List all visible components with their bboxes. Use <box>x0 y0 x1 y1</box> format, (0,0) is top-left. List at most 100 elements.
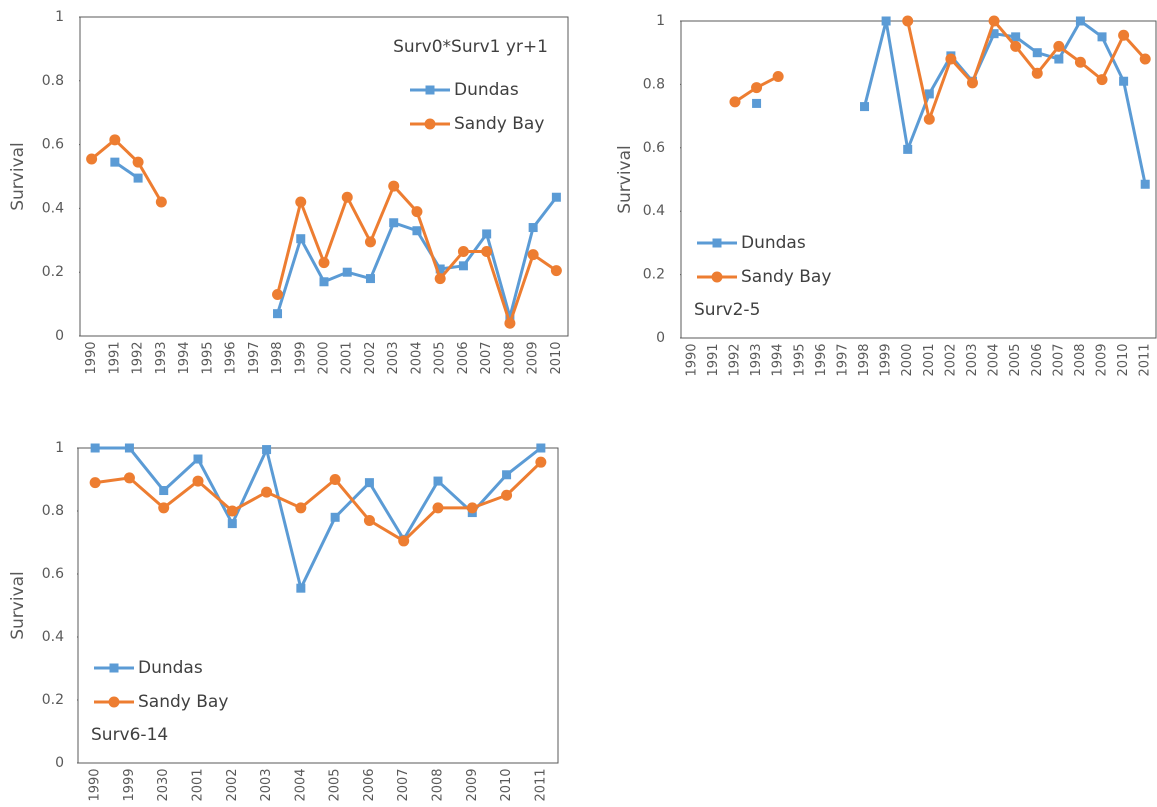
y-tick-label: 0.8 <box>42 73 64 89</box>
marker <box>711 271 723 283</box>
x-tick-label: 2000 <box>900 343 915 376</box>
marker <box>989 29 999 39</box>
x-tick-label: 1998 <box>857 343 872 376</box>
marker <box>272 289 284 301</box>
marker <box>425 85 435 95</box>
x-tick-label: 2005 <box>328 768 343 801</box>
x-tick-label: 2006 <box>456 341 471 374</box>
legend-label: Sandy Bay <box>138 692 228 712</box>
marker <box>1074 56 1086 68</box>
x-tick-label: 2002 <box>363 341 378 374</box>
marker <box>398 535 410 547</box>
x-tick-label: 2003 <box>386 341 401 374</box>
marker <box>945 53 957 65</box>
y-tick-label: 0.6 <box>643 140 665 156</box>
y-tick-label: 0.4 <box>643 203 665 219</box>
marker <box>535 456 547 468</box>
marker <box>158 502 170 514</box>
marker <box>273 309 283 319</box>
chart-title: Surv2-5 <box>694 300 760 320</box>
marker <box>389 218 399 228</box>
x-tick-label: 1997 <box>835 343 850 376</box>
marker <box>881 16 891 26</box>
marker <box>1139 53 1151 65</box>
marker <box>1011 32 1021 42</box>
marker <box>262 445 272 455</box>
x-tick-label: 1998 <box>270 341 285 374</box>
x-tick-label: 2004 <box>409 341 424 374</box>
y-tick-label: 0 <box>55 755 64 771</box>
y-axis-label: Survival <box>8 142 28 211</box>
y-axis-label: Survival <box>8 571 28 640</box>
marker <box>155 196 167 208</box>
marker <box>1140 179 1150 189</box>
x-tick-label: 1994 <box>177 341 192 374</box>
x-tick-label: 1997 <box>247 341 262 374</box>
marker <box>458 261 468 271</box>
marker <box>481 245 493 257</box>
x-tick-label: 2008 <box>502 341 517 374</box>
marker <box>90 443 100 453</box>
marker <box>501 489 513 501</box>
x-tick-label: 2002 <box>943 343 958 376</box>
marker <box>550 265 562 277</box>
chart-title: Surv0*Surv1 yr+1 <box>393 37 548 57</box>
x-tick-label: 2001 <box>922 343 937 376</box>
marker <box>227 519 237 529</box>
marker <box>363 514 375 526</box>
marker <box>434 273 446 285</box>
y-tick-label: 0 <box>55 328 64 344</box>
marker <box>318 257 330 269</box>
series-line <box>114 160 558 319</box>
x-tick-label: 2009 <box>526 341 541 374</box>
y-tick-label: 0.6 <box>42 137 64 153</box>
x-tick-label: 2011 <box>1138 343 1153 376</box>
marker <box>1054 54 1064 64</box>
marker <box>966 77 978 89</box>
marker <box>1032 48 1042 58</box>
x-tick-label: 2008 <box>431 768 446 801</box>
x-tick-label: 1994 <box>771 343 786 376</box>
marker <box>364 478 374 488</box>
y-tick-label: 1 <box>55 9 64 25</box>
marker <box>504 317 516 329</box>
y-tick-label: 0.6 <box>42 566 64 582</box>
x-tick-label: 2009 <box>1095 343 1110 376</box>
marker <box>1031 67 1043 79</box>
chart: 0 0.2 0.4 0.6 0.8 1 Survival 1990 1999 2030 2001 20… <box>8 440 559 802</box>
x-tick-label: 1995 <box>200 341 215 374</box>
marker <box>424 118 436 130</box>
marker <box>89 477 101 489</box>
plot-area <box>79 16 569 337</box>
x-tick-label: 1999 <box>122 768 137 801</box>
x-tick-label: 2010 <box>1116 343 1131 376</box>
x-tick-label: 2001 <box>191 768 206 801</box>
x-tick-label: 2005 <box>433 341 448 374</box>
series-line <box>863 19 1147 185</box>
chart-title: Surv6-14 <box>91 725 168 745</box>
marker <box>330 512 340 522</box>
x-tick-label: 1990 <box>684 343 699 376</box>
marker <box>505 312 515 322</box>
marker <box>133 173 143 183</box>
marker <box>296 583 306 593</box>
x-tick-label: 1993 <box>154 341 169 374</box>
marker <box>923 113 935 125</box>
marker <box>329 474 341 485</box>
marker <box>1096 74 1108 86</box>
marker <box>123 472 135 484</box>
x-tick-label: 2007 <box>396 768 411 801</box>
legend-label: Dundas <box>138 658 203 678</box>
series-line <box>94 461 542 543</box>
marker <box>435 264 445 274</box>
y-tick-label: 0.8 <box>643 76 665 92</box>
marker <box>412 226 422 236</box>
marker <box>192 475 204 487</box>
marker <box>1119 76 1129 86</box>
x-tick-label: 1991 <box>706 343 721 376</box>
x-tick-label: 2007 <box>479 341 494 374</box>
y-tick-label: 0.8 <box>42 503 64 519</box>
y-tick-label: 1 <box>656 13 665 29</box>
y-tick-label: 0.4 <box>42 200 64 216</box>
marker <box>124 443 134 453</box>
